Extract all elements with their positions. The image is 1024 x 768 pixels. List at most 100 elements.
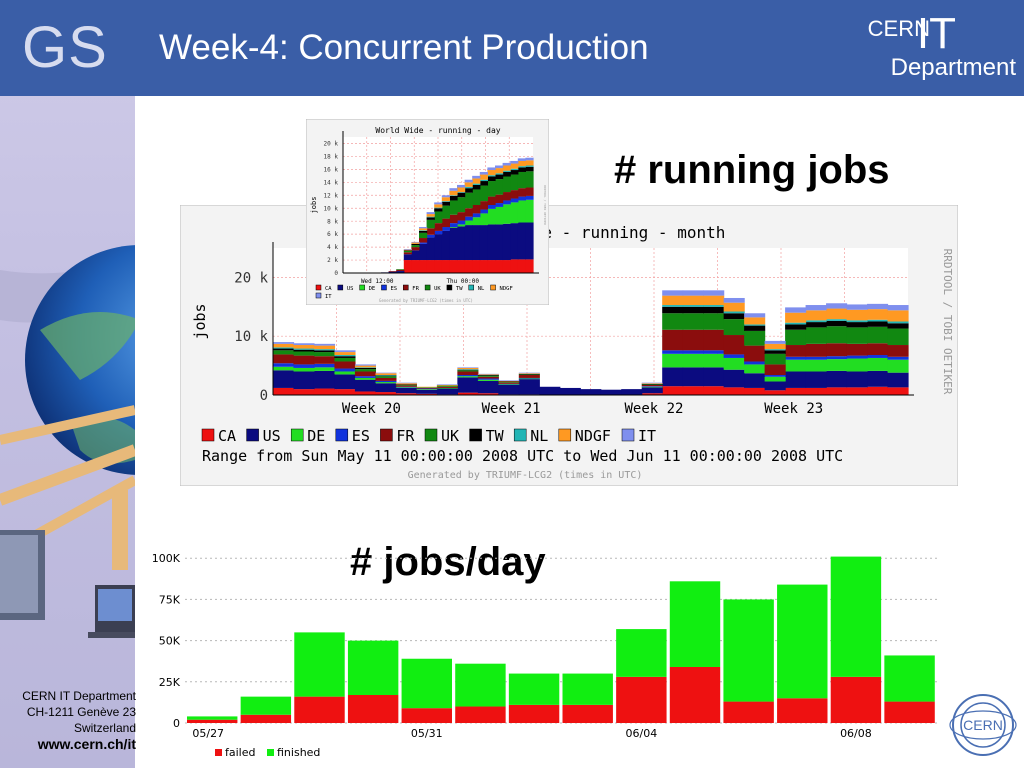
legend-label-failed: failed [225,746,255,759]
side-label: RRDTOOL / TOBI OETIKER [941,249,954,395]
legend-label-it: IT [638,427,656,445]
area-segment-fr [441,218,450,228]
area-segment-de [395,387,417,388]
area-segment-tw [419,230,428,233]
y-tick-label: 20 k [234,270,268,286]
area-segment-fr [334,361,356,369]
area-segment-it [641,382,663,384]
area-segment-de [334,371,356,375]
area-segment-tw [518,373,540,375]
x-tick-label: Thu 00:00 [446,278,479,285]
gs-logo: GS [22,15,108,80]
area-segment-ca [502,260,511,273]
area-segment-de [723,357,745,370]
area-segment-us [396,271,405,273]
running-jobs-label: # running jobs [614,148,890,192]
area-segment-es [805,356,827,360]
area-segment-ca [744,387,766,395]
y-tick-label: 100K [152,552,181,565]
x-tick-label: Wed 12:00 [361,278,394,285]
area-segment-fr [785,345,807,357]
area-segment-tw [354,367,377,370]
legend-label-uk: UK [441,427,459,445]
area-segment-es [641,386,663,387]
area-segment-tw [826,320,848,327]
area-segment-it [517,158,526,161]
area-segment-ca [487,260,496,273]
area-segment-uk [846,327,868,344]
legend-swatch-uk [424,428,438,442]
area-segment-uk [525,171,534,188]
area-segment-tw [479,181,488,186]
area-segment-ndgf [867,309,889,320]
area-segment-uk [487,181,496,197]
area-segment-us [641,387,663,394]
area-segment-uk [479,185,488,202]
area-segment-ndgf [441,197,450,202]
bar-finished [187,716,238,720]
area-segment-fr [826,343,848,357]
area-segment-fr [518,375,540,378]
legend-label-nl: NL [478,286,485,292]
area-segment-tw [403,250,412,251]
area-segment-ca [867,386,889,395]
area-segment-it [419,227,428,229]
area-segment-ca [517,259,526,273]
area-segment-de [273,366,295,371]
area-segment-nl [887,321,909,324]
area-segment-es [785,356,807,360]
area-segment-nl [334,355,356,357]
area-segment-fr [434,223,443,231]
bar-failed [187,719,238,723]
area-segment-uk [805,327,827,344]
area-segment-es [449,223,458,228]
area-segment-tw [457,369,479,371]
footer-line-3: Switzerland [73,721,136,735]
x-tick-label: Week 20 [342,401,401,417]
y-tick-label: 16 k [324,166,339,173]
area-segment-fr [703,329,725,351]
y-tick-label: 4 k [327,244,338,251]
area-segment-nl [313,349,336,351]
area-segment-nl [517,166,526,168]
area-segment-ndgf [293,345,315,349]
legend-label-nl: NL [530,427,548,445]
bar-failed [508,704,560,723]
area-segment-us [403,254,412,261]
area-segment-uk [411,245,420,248]
area-segment-tw [334,356,356,358]
area-segment-nl [525,165,534,167]
area-segment-es [472,213,481,218]
area-segment-it [495,165,504,169]
area-segment-es [354,376,377,378]
area-segment-nl [510,168,519,171]
area-segment-de [449,227,458,228]
area-segment-tw [449,195,458,201]
area-segment-es [426,234,435,238]
area-segment-uk [354,369,377,372]
area-segment-tw [703,306,725,314]
area-segment-nl [375,375,397,376]
area-segment-fr [273,354,295,364]
area-segment-nl [449,195,458,196]
area-segment-es [419,242,428,244]
area-segment-fr [388,271,397,272]
area-segment-nl [682,305,704,307]
area-segment-us [559,387,581,395]
area-segment-us [510,223,519,260]
area-segment-ca [426,260,435,273]
footer-line-1: CERN IT Department [22,689,136,703]
area-segment-uk [273,350,295,355]
area-segment-fr [662,329,684,351]
x-tick-label: 05/31 [411,727,443,740]
area-segment-de [525,199,534,223]
area-segment-ndgf [457,367,479,370]
area-segment-uk [293,351,315,356]
area-segment-es [744,361,766,365]
area-segment-de [477,379,499,381]
gs-logo-box: GS [0,0,135,96]
legend-swatch-finished [267,749,274,756]
footer-url[interactable]: www.cern.ch/it [37,736,136,752]
area-segment-de [805,359,827,372]
area-segment-ca [682,386,704,395]
